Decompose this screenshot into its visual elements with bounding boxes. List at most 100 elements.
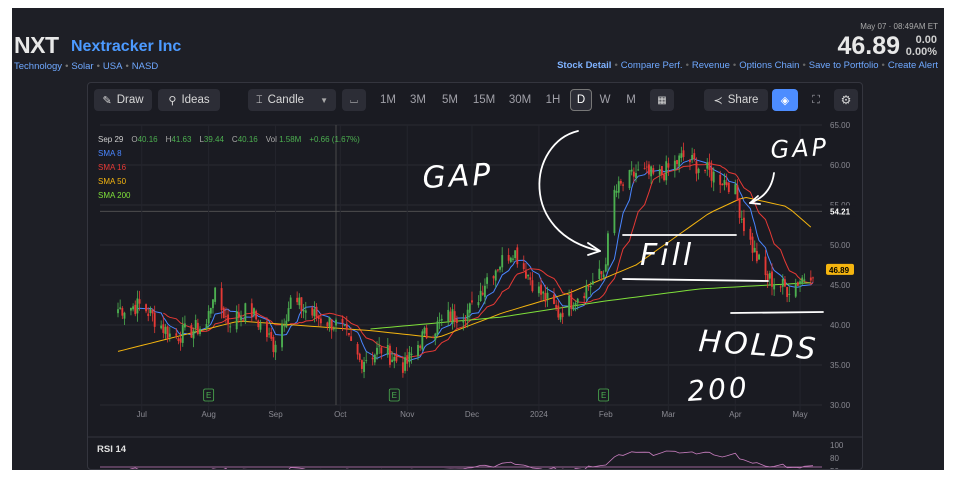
save-to-portfolio-link[interactable]: Save to Portfolio bbox=[808, 60, 879, 71]
candle-body bbox=[408, 352, 411, 363]
candle-body bbox=[209, 307, 212, 314]
revenue-link[interactable]: Revenue bbox=[691, 60, 730, 71]
candle-body bbox=[287, 308, 290, 321]
x-tick-label: Dec bbox=[465, 410, 479, 419]
candle-body bbox=[177, 338, 180, 341]
industry-link[interactable]: Solar bbox=[71, 61, 94, 72]
candle-body bbox=[673, 160, 676, 171]
candle-body bbox=[667, 163, 670, 168]
candle-body bbox=[734, 184, 737, 195]
company-name[interactable]: Nextracker Inc bbox=[71, 38, 182, 55]
candle-body bbox=[289, 297, 292, 309]
candle-body bbox=[755, 250, 758, 262]
candle-body bbox=[455, 318, 458, 323]
y-axis: 30.0035.0040.0045.0050.0055.0060.0065.00… bbox=[826, 121, 856, 410]
candle-body bbox=[179, 338, 182, 343]
candle-body bbox=[391, 359, 394, 363]
tf-15m[interactable]: 15M bbox=[472, 94, 496, 106]
candle-body bbox=[119, 307, 122, 309]
stock-page: NXT Nextracker Inc Technology • Solar • USA •… bbox=[12, 8, 944, 470]
candle-body bbox=[697, 168, 700, 173]
candle-body bbox=[602, 274, 605, 278]
candle-body bbox=[652, 168, 655, 174]
share-button[interactable]: ≺ Share bbox=[704, 89, 768, 111]
tf-daily[interactable]: D bbox=[570, 89, 592, 111]
ideas-button[interactable]: ⚲ Ideas bbox=[158, 89, 220, 111]
candle-body bbox=[132, 306, 135, 310]
candle-body bbox=[648, 164, 650, 175]
settings-button[interactable]: ⚙ bbox=[834, 89, 858, 111]
candle-body bbox=[371, 357, 374, 360]
price-chart[interactable]: Jul Aug Sep Oct Nov Dec 2024 Feb Mar Apr May 30.00… bbox=[88, 83, 863, 470]
chevron-down-icon: ▼ bbox=[320, 95, 328, 105]
tf-monthly[interactable]: M bbox=[626, 94, 636, 106]
price-line-badge bbox=[826, 205, 856, 217]
stock-detail-link[interactable]: Stock Detail bbox=[557, 60, 612, 71]
candle-body bbox=[300, 297, 303, 312]
earnings-marker bbox=[598, 388, 610, 402]
candle-body bbox=[600, 271, 603, 275]
candle-body bbox=[637, 169, 640, 171]
grid-lines bbox=[100, 124, 822, 411]
chart-type-select[interactable]: ⌶ Candle ▼ bbox=[248, 89, 336, 111]
range-button[interactable]: ⌴ bbox=[342, 89, 366, 111]
sector-link[interactable]: Technology bbox=[14, 61, 63, 72]
candle-body bbox=[151, 309, 154, 314]
candle-body bbox=[693, 153, 696, 160]
candle-body bbox=[432, 336, 435, 338]
calendar-button[interactable]: ▦ bbox=[650, 89, 674, 111]
fullscreen-button[interactable]: ⛶ bbox=[804, 89, 828, 111]
tf-weekly[interactable]: W bbox=[599, 94, 611, 106]
candle-body bbox=[632, 171, 635, 177]
candle-body bbox=[466, 309, 469, 319]
price-change: 0.00 0.00% bbox=[906, 34, 937, 58]
candle-body bbox=[272, 336, 275, 352]
exchange-link[interactable]: NASD bbox=[131, 61, 159, 72]
candle-body bbox=[591, 281, 594, 285]
ohlc-readout: Sep 29 O40.16 H41.63 L39.44 C40.16 Vol 1.58M +… bbox=[98, 135, 360, 144]
candle-body bbox=[809, 277, 812, 281]
tf-1m[interactable]: 1M bbox=[380, 94, 396, 106]
candle-body bbox=[304, 310, 307, 313]
create-alert-link[interactable]: Create Alert bbox=[887, 60, 938, 71]
candle-body bbox=[220, 288, 223, 311]
candle-body bbox=[462, 319, 465, 323]
tf-30m[interactable]: 30M bbox=[508, 94, 532, 106]
candle-body bbox=[395, 353, 398, 362]
candle-body bbox=[542, 291, 545, 294]
candle-body bbox=[622, 184, 624, 186]
candle-body bbox=[270, 331, 273, 339]
candle-body bbox=[794, 282, 797, 297]
country-link[interactable]: USA bbox=[102, 61, 123, 72]
idea-publish-button[interactable]: ◈ bbox=[772, 89, 798, 111]
candle-body bbox=[207, 311, 210, 324]
rsi-tick-label: 80 bbox=[830, 454, 839, 463]
tf-1h[interactable]: 1H bbox=[545, 94, 561, 106]
candle-body bbox=[121, 308, 124, 316]
candle-body bbox=[134, 304, 137, 315]
compare-perf-link[interactable]: Compare Perf. bbox=[620, 60, 683, 71]
candle-body bbox=[380, 347, 383, 354]
candle-body bbox=[557, 305, 560, 318]
candle-body bbox=[635, 173, 637, 179]
candle-body bbox=[537, 286, 540, 294]
candle-body bbox=[175, 333, 178, 336]
quote-links: Stock Detail • Compare Perf. • Revenue • Optio… bbox=[557, 60, 938, 71]
tf-5m[interactable]: 5M bbox=[442, 94, 458, 106]
candle-body bbox=[389, 345, 391, 365]
candle-body bbox=[663, 174, 666, 181]
draw-button[interactable]: ✎ Draw bbox=[94, 89, 152, 111]
candle-body bbox=[710, 167, 713, 181]
candle-body bbox=[181, 324, 184, 343]
candle-body bbox=[298, 297, 301, 306]
options-chain-link[interactable]: Options Chain bbox=[739, 60, 800, 71]
candle-body bbox=[138, 299, 141, 304]
candle-body bbox=[162, 324, 165, 333]
tf-3m[interactable]: 3M bbox=[410, 94, 426, 106]
candle-body bbox=[259, 323, 262, 330]
candle-body bbox=[516, 247, 519, 265]
rsi-label: RSI 14 bbox=[97, 444, 127, 455]
candle-body bbox=[451, 309, 454, 324]
candle-body bbox=[123, 312, 126, 319]
candle-body bbox=[183, 323, 186, 328]
